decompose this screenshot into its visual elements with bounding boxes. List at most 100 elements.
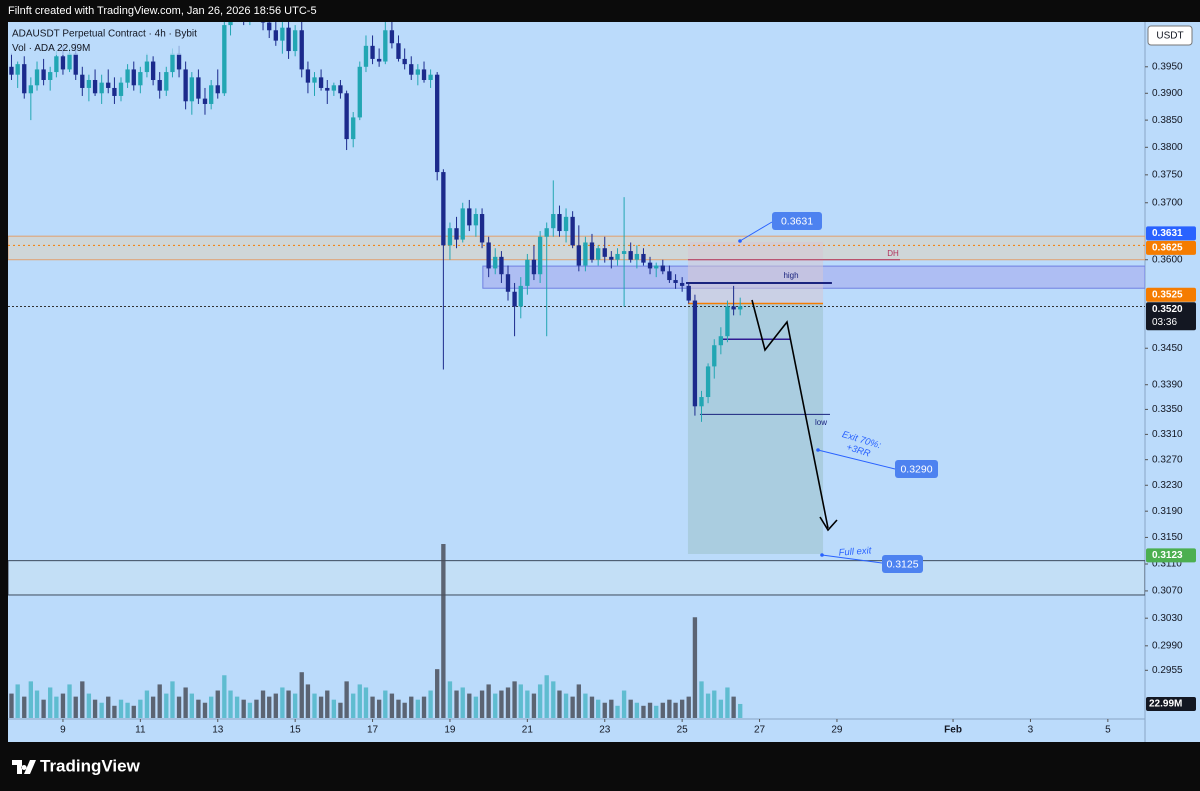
volume-bar — [667, 699, 672, 718]
candle-body — [228, 22, 233, 26]
x-tick-label: Feb — [944, 725, 962, 736]
volume-bar — [86, 693, 92, 718]
volume-bar — [106, 696, 111, 718]
volume-bar — [112, 705, 117, 718]
volume-bar — [54, 696, 59, 718]
volume-bar — [234, 696, 240, 718]
candle-body — [712, 345, 717, 367]
position-stop-area — [687, 241, 824, 304]
candle-body — [525, 259, 530, 286]
volume-bar — [660, 702, 665, 718]
volume-bar — [596, 699, 601, 718]
candle-body — [338, 85, 343, 94]
volume-bar — [138, 699, 143, 718]
volume-bar — [15, 684, 20, 718]
candle-body — [615, 253, 620, 260]
attribution: Filnft created with TradingView.com, Jan… — [8, 5, 317, 17]
x-tick-label: 27 — [754, 725, 766, 736]
volume-bar — [699, 681, 704, 718]
volume-bar — [583, 693, 588, 718]
volume-bar — [589, 696, 595, 718]
y-tick-label: 0.2955 — [1152, 665, 1183, 676]
candle-body — [692, 300, 698, 407]
y-tick-label: 0.3850 — [1152, 115, 1183, 126]
candle-body — [634, 253, 640, 260]
candle-body — [679, 282, 685, 286]
candle-body — [512, 291, 517, 307]
volume-bar — [505, 687, 511, 718]
candle-body — [602, 248, 607, 257]
candle-body — [738, 306, 743, 310]
volume-bar — [286, 690, 291, 718]
volume-bar — [164, 693, 169, 718]
volume-badge-label: 22.99M — [1149, 699, 1182, 710]
volume-bar — [512, 681, 517, 718]
candle-body — [609, 256, 614, 260]
candle-body — [647, 262, 653, 269]
candle-body — [125, 69, 130, 83]
volume-bar — [41, 699, 46, 718]
volume-bar — [73, 696, 78, 718]
left-edge — [0, 22, 8, 742]
candle-body — [99, 82, 104, 94]
volume-bar — [338, 702, 343, 718]
volume-bar — [228, 690, 233, 718]
y-tick-label: 0.3800 — [1152, 142, 1183, 153]
zone — [8, 235, 1145, 261]
candle-body — [73, 53, 78, 75]
plot-area — [8, 22, 1145, 718]
annotation: Full exit — [838, 545, 872, 558]
candle-body — [22, 64, 27, 94]
volume-badge — [1146, 696, 1196, 711]
volume-bar — [493, 693, 498, 718]
volume-bar — [409, 696, 414, 718]
candle-body — [376, 58, 382, 62]
price-badge-label: 0.3631 — [1152, 228, 1183, 239]
volume-bar — [118, 699, 124, 718]
x-tick-label: 17 — [367, 725, 379, 736]
y-tick-label: 0.3310 — [1152, 429, 1183, 440]
candle-body — [305, 69, 311, 83]
volume-bar — [563, 693, 569, 718]
candle-body — [344, 93, 349, 140]
candle-body — [415, 69, 420, 75]
candle-body — [505, 274, 511, 292]
x-tick-label: 5 — [1105, 725, 1111, 736]
volume-bar — [376, 699, 382, 718]
volume-bar — [150, 696, 156, 718]
candle-body — [118, 82, 124, 96]
candle-body — [286, 27, 291, 52]
candle-body — [389, 30, 395, 44]
y-tick-label: 0.3390 — [1152, 379, 1183, 390]
candle-body — [164, 72, 169, 91]
candle-body — [499, 256, 504, 275]
annotation: DH — [887, 249, 899, 258]
candle-body — [86, 79, 92, 88]
volume-bar — [415, 699, 420, 718]
volume-bar — [602, 702, 607, 718]
candle-body — [660, 265, 665, 272]
candle-body — [318, 77, 324, 88]
candle-body — [273, 30, 278, 41]
candle-body — [467, 208, 472, 226]
candle-body — [170, 53, 175, 73]
volume-bar — [396, 699, 401, 718]
candle-body — [441, 172, 446, 246]
candle-body — [131, 69, 136, 86]
x-tick-label: 19 — [444, 725, 456, 736]
volume-bar — [441, 544, 446, 718]
x-tick-label: 3 — [1028, 725, 1034, 736]
volume-bar — [570, 696, 575, 718]
y-tick-label: 0.3190 — [1152, 506, 1183, 517]
candle-body — [222, 25, 227, 94]
volume-bar — [686, 696, 691, 718]
candle-body — [41, 69, 46, 80]
candle-body — [106, 82, 111, 88]
candle-body — [551, 214, 556, 229]
chart-background — [0, 22, 1200, 742]
volume-bar — [357, 684, 362, 718]
candle-body — [138, 72, 143, 86]
candle-body — [409, 64, 414, 75]
candle-body — [215, 85, 220, 94]
